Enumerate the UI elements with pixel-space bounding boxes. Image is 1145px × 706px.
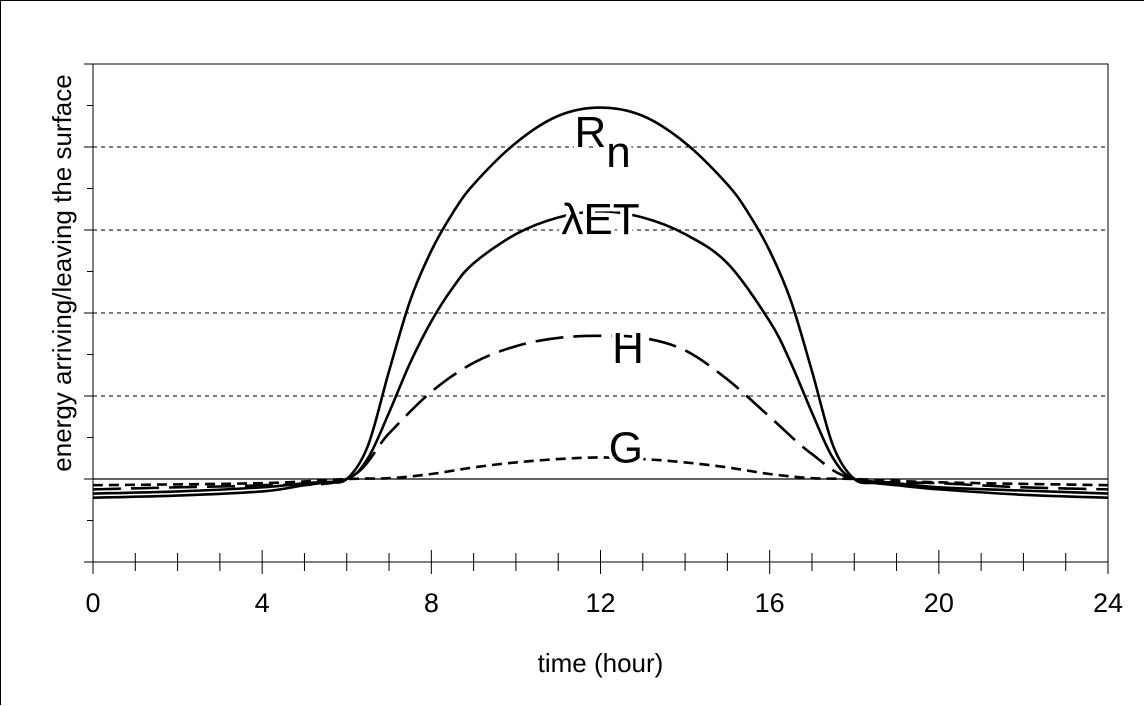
x-tick-label: 24 bbox=[1093, 588, 1123, 618]
x-tick-label: 4 bbox=[255, 588, 270, 618]
x-tick-label: 16 bbox=[755, 588, 785, 618]
x-tick-label: 12 bbox=[585, 588, 615, 618]
series-line-G bbox=[92, 456, 1109, 487]
series-lines bbox=[92, 106, 1109, 499]
x-tick-labels: 0 4 8 12 16 20 24 bbox=[85, 588, 1123, 618]
gridlines bbox=[93, 146, 1108, 397]
series-label: H bbox=[612, 324, 644, 373]
series-label: G bbox=[609, 423, 643, 472]
axis-ticks bbox=[84, 63, 1109, 574]
series-line-λET bbox=[92, 210, 1109, 495]
x-tick-label: 8 bbox=[424, 588, 439, 618]
y-axis-title: energy arriving/leaving the surface bbox=[47, 74, 77, 471]
series-line-R bbox=[92, 106, 1109, 499]
x-axis-title: time (hour) bbox=[538, 648, 664, 678]
x-tick-label: 0 bbox=[85, 588, 100, 618]
series-label: λET bbox=[561, 195, 639, 244]
x-tick-label: 20 bbox=[924, 588, 954, 618]
series-label: Rn bbox=[574, 108, 630, 177]
series-line-H bbox=[92, 334, 1109, 491]
series-labels: Rn λET H G bbox=[557, 104, 647, 476]
